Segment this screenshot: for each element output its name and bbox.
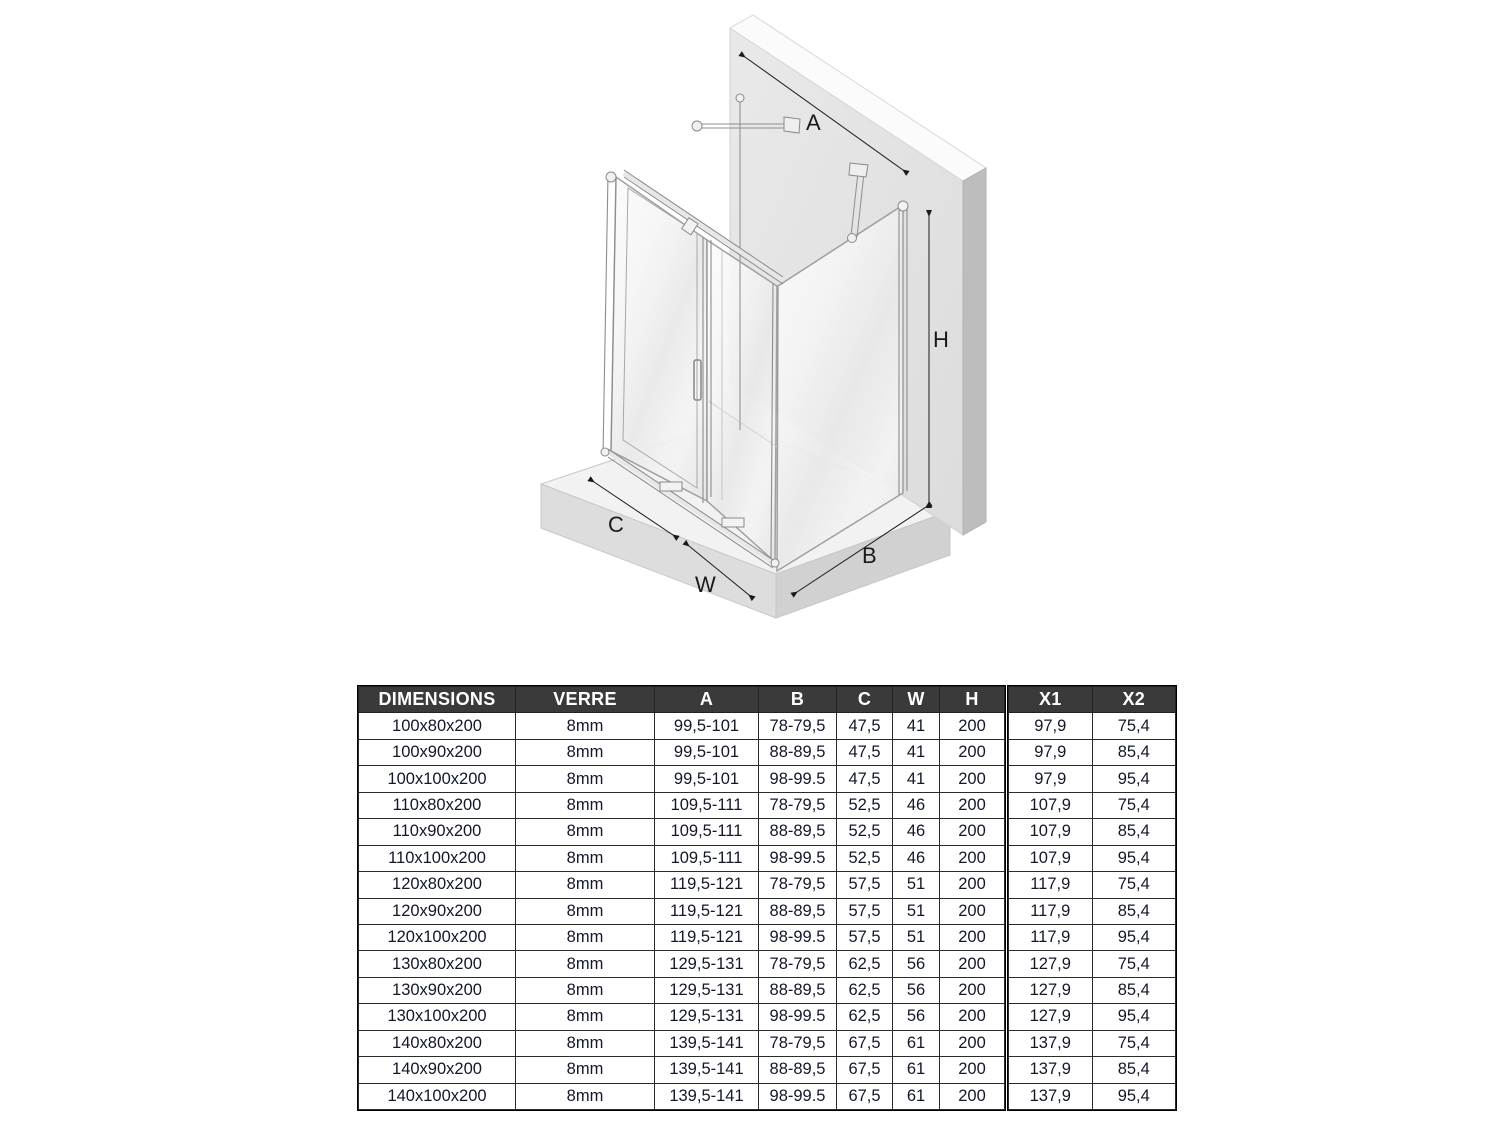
svg-text:B: B xyxy=(862,543,877,568)
svg-text:W: W xyxy=(695,572,716,597)
svg-text:C: C xyxy=(608,512,624,537)
svg-text:H: H xyxy=(933,327,949,352)
svg-text:A: A xyxy=(806,110,821,135)
